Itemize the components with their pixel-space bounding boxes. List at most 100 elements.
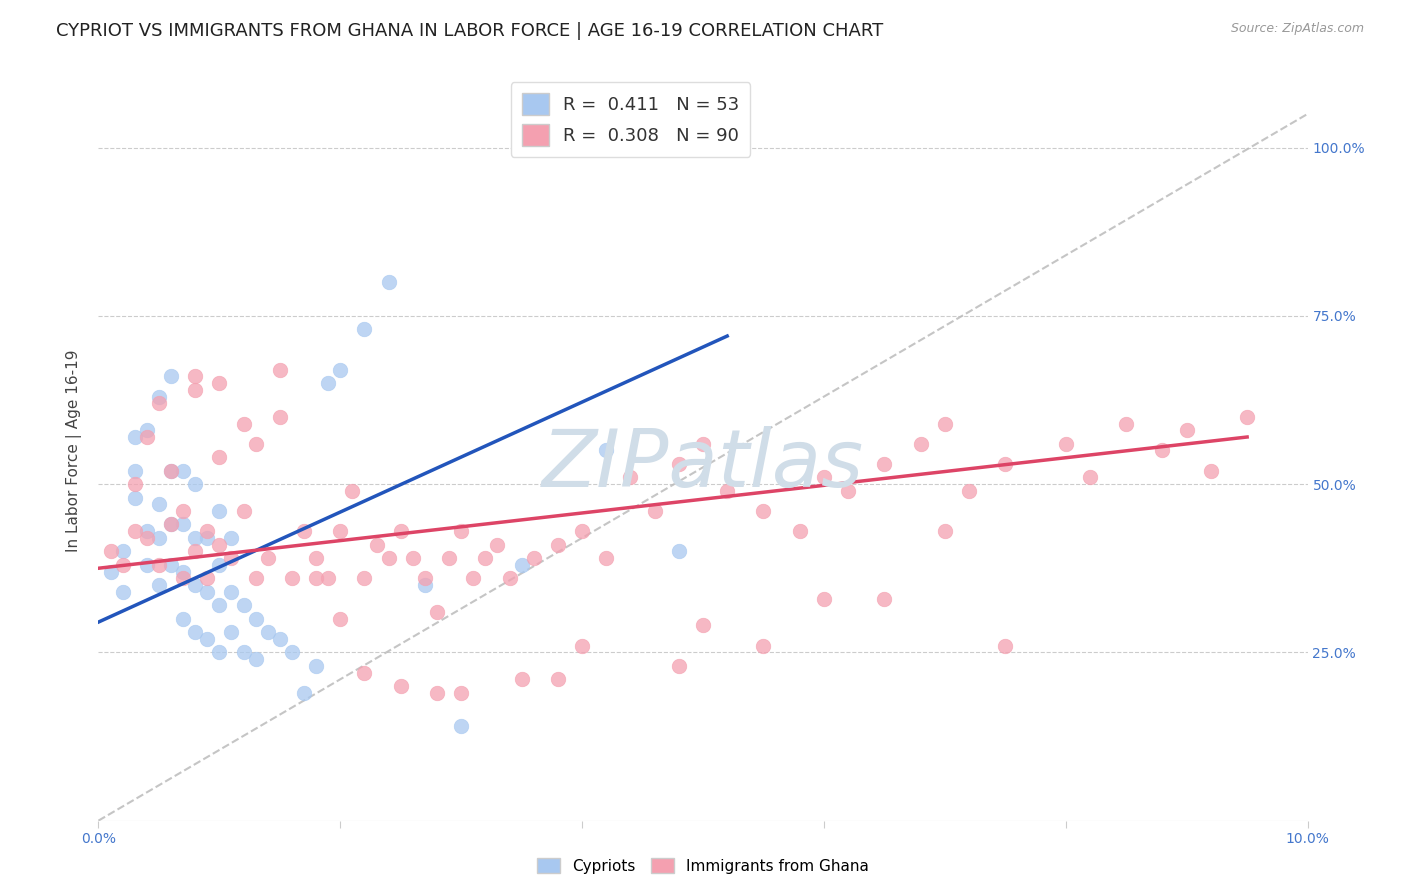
Point	[172, 612, 194, 626]
Point	[100, 544, 122, 558]
Point	[124, 430, 146, 444]
Legend: Cypriots, Immigrants from Ghana: Cypriots, Immigrants from Ghana	[531, 852, 875, 880]
Point	[160, 369, 183, 384]
Point	[934, 524, 956, 539]
Point	[281, 571, 304, 585]
Point	[208, 645, 231, 659]
Point	[994, 639, 1017, 653]
Point	[160, 558, 183, 572]
Point	[668, 544, 690, 558]
Point	[316, 376, 339, 391]
Point	[221, 531, 243, 545]
Point	[377, 275, 399, 289]
Point	[1054, 436, 1077, 450]
Point	[148, 558, 170, 572]
Point	[619, 470, 641, 484]
Point	[135, 423, 157, 437]
Point	[668, 457, 690, 471]
Point	[124, 464, 146, 478]
Text: CYPRIOT VS IMMIGRANTS FROM GHANA IN LABOR FORCE | AGE 16-19 CORRELATION CHART: CYPRIOT VS IMMIGRANTS FROM GHANA IN LABO…	[56, 22, 883, 40]
Point	[245, 571, 267, 585]
Point	[366, 538, 388, 552]
Point	[232, 504, 254, 518]
Point	[1236, 409, 1258, 424]
Point	[124, 477, 146, 491]
Point	[184, 383, 207, 397]
Point	[184, 625, 207, 640]
Point	[813, 470, 835, 484]
Point	[934, 417, 956, 431]
Point	[413, 578, 436, 592]
Point	[124, 491, 146, 505]
Point	[1078, 470, 1101, 484]
Point	[195, 584, 218, 599]
Point	[208, 376, 231, 391]
Point	[160, 464, 183, 478]
Point	[644, 504, 666, 518]
Point	[124, 524, 146, 539]
Point	[316, 571, 339, 585]
Point	[377, 551, 399, 566]
Point	[329, 524, 352, 539]
Point	[245, 436, 267, 450]
Point	[232, 417, 254, 431]
Point	[595, 443, 617, 458]
Point	[281, 645, 304, 659]
Point	[463, 571, 485, 585]
Point	[148, 497, 170, 511]
Point	[195, 632, 218, 646]
Point	[547, 538, 569, 552]
Point	[353, 322, 375, 336]
Point	[873, 591, 896, 606]
Point	[269, 409, 291, 424]
Point	[172, 504, 194, 518]
Point	[135, 531, 157, 545]
Point	[510, 673, 533, 687]
Point	[184, 477, 207, 491]
Point	[450, 686, 472, 700]
Point	[752, 504, 775, 518]
Point	[184, 531, 207, 545]
Point	[305, 658, 328, 673]
Point	[305, 551, 328, 566]
Point	[813, 591, 835, 606]
Point	[208, 504, 231, 518]
Point	[1175, 423, 1198, 437]
Point	[135, 430, 157, 444]
Point	[135, 524, 157, 539]
Point	[510, 558, 533, 572]
Point	[208, 599, 231, 613]
Point	[595, 551, 617, 566]
Point	[547, 673, 569, 687]
Point	[208, 538, 231, 552]
Point	[148, 396, 170, 410]
Point	[523, 551, 546, 566]
Point	[148, 578, 170, 592]
Point	[450, 719, 472, 733]
Text: Source: ZipAtlas.com: Source: ZipAtlas.com	[1230, 22, 1364, 36]
Point	[160, 517, 183, 532]
Point	[426, 686, 449, 700]
Point	[195, 571, 218, 585]
Point	[292, 686, 315, 700]
Point	[450, 524, 472, 539]
Point	[910, 436, 932, 450]
Point	[486, 538, 509, 552]
Point	[269, 632, 291, 646]
Point	[402, 551, 425, 566]
Point	[1115, 417, 1137, 431]
Point	[837, 483, 859, 498]
Point	[221, 584, 243, 599]
Point	[571, 639, 593, 653]
Point	[256, 551, 278, 566]
Point	[208, 450, 231, 465]
Point	[256, 625, 278, 640]
Text: ZIPatlas: ZIPatlas	[541, 426, 865, 504]
Point	[789, 524, 811, 539]
Point	[353, 665, 375, 680]
Point	[195, 531, 218, 545]
Point	[1199, 464, 1222, 478]
Point	[269, 362, 291, 376]
Legend: R =  0.411   N = 53, R =  0.308   N = 90: R = 0.411 N = 53, R = 0.308 N = 90	[510, 82, 751, 157]
Point	[994, 457, 1017, 471]
